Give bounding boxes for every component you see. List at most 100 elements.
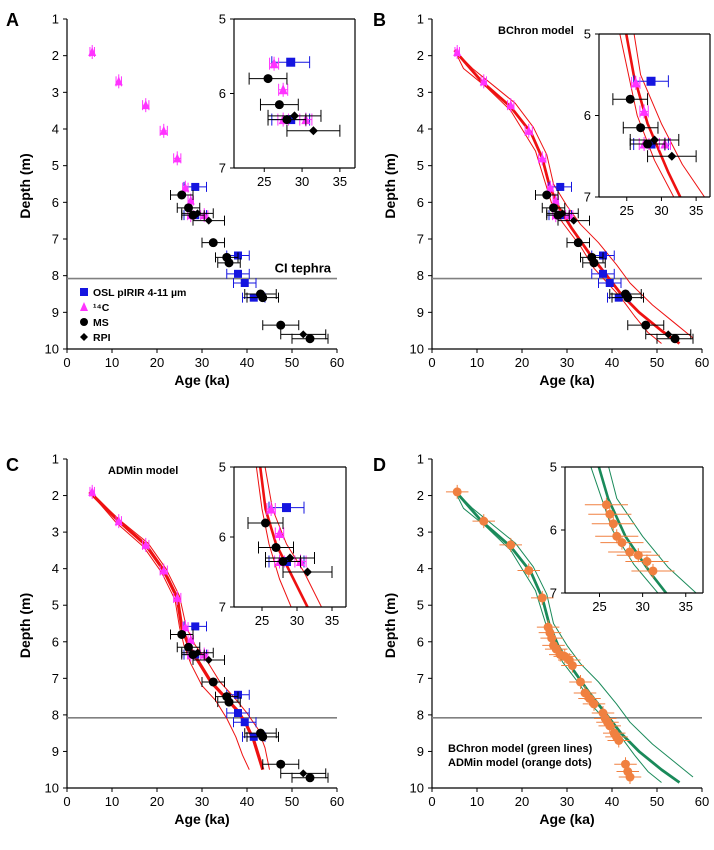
x-tick-label: 40 <box>605 355 619 370</box>
osl-point <box>599 269 607 278</box>
x-tick-label: 40 <box>605 794 619 809</box>
inset-background <box>234 19 355 168</box>
inset-model-lower-line <box>590 467 659 593</box>
panel-label: A <box>6 10 19 30</box>
x-tick-label: 50 <box>285 794 299 809</box>
inset-admin-point <box>648 566 658 576</box>
y-tick-label: 1 <box>52 452 59 467</box>
rpi-point <box>569 216 578 225</box>
x-tick-label: 35 <box>333 174 347 189</box>
x-tick-label: 60 <box>330 355 344 370</box>
model-upper-line <box>454 49 694 339</box>
admin-point <box>479 516 489 526</box>
x-tick-label: 25 <box>257 174 271 189</box>
y-tick-label: 3 <box>52 525 59 540</box>
legend-label: MS <box>93 317 109 329</box>
c14-point <box>551 195 560 205</box>
x-tick-label: 35 <box>325 613 339 628</box>
x-tick-label: 0 <box>63 794 70 809</box>
ms-point <box>224 258 234 268</box>
panel-c: C 0 10 20 30 40 50 60 1 2 3 4 5 6 7 8 9 10 Age (ka) Depth (… <box>6 452 347 827</box>
x-tick-label: 30 <box>295 174 309 189</box>
y-tick-label: 6 <box>219 530 226 545</box>
panel-d: D 0 10 20 30 40 50 60 1 2 3 4 5 6 7 8 9 10 Age (ka) Depth (… <box>373 452 709 828</box>
admin-point <box>452 487 462 497</box>
c14-point <box>88 486 97 496</box>
c14-point <box>141 539 150 549</box>
rpi-point <box>303 567 312 577</box>
y-tick-label: 6 <box>52 195 59 210</box>
tephra-label: CI tephra <box>275 261 332 276</box>
legend-label: OSL pIRIR 4-11 µm <box>93 287 186 299</box>
c14-point <box>269 58 279 69</box>
ms-point <box>625 94 635 104</box>
y-tick-label: 8 <box>52 707 59 722</box>
x-tick-label: 30 <box>195 355 209 370</box>
y-tick-label: 7 <box>52 671 59 686</box>
inset-background <box>234 467 346 607</box>
y-tick-label: 6 <box>584 108 591 123</box>
y-tick-label: 2 <box>417 48 424 63</box>
ms-point <box>636 123 646 133</box>
c14-point <box>181 182 190 192</box>
x-axis-label: Age (ka) <box>174 811 229 827</box>
rpi-point <box>193 648 202 657</box>
ms-point <box>263 74 273 84</box>
ms-point <box>80 318 88 326</box>
osl-point <box>646 76 656 86</box>
inset: 25 30 35 5 6 7 <box>550 460 704 614</box>
c14-point <box>181 622 190 632</box>
model-note: BChron model (green lines) <box>448 743 593 755</box>
model-median-line <box>453 49 681 345</box>
x-tick-label: 60 <box>695 355 709 370</box>
c14-point <box>453 47 462 56</box>
rpi-point <box>667 151 677 161</box>
model-note: ADMin model (orange dots) <box>448 757 592 769</box>
admin-point <box>576 677 585 687</box>
inset-model-median-line <box>624 34 682 197</box>
admin-point <box>524 565 534 575</box>
osl-point <box>191 622 200 631</box>
y-axis-label: Depth (m) <box>382 593 398 658</box>
x-tick-label: 0 <box>428 355 435 370</box>
osl-point <box>234 269 242 278</box>
y-tick-label: 5 <box>52 158 59 173</box>
ms-point <box>278 557 288 566</box>
ms-point <box>184 642 193 652</box>
ms-point <box>670 334 680 344</box>
x-tick-label: 10 <box>470 355 484 370</box>
c14-point <box>159 565 168 575</box>
ms-point <box>208 238 218 248</box>
osl-point <box>556 182 565 191</box>
c14-point <box>186 634 195 644</box>
x-tick-label: 20 <box>515 794 529 809</box>
legend-label: ¹⁴C <box>93 302 110 314</box>
x-tick-label: 30 <box>560 355 574 370</box>
x-tick-label: 0 <box>428 794 435 809</box>
ms-point <box>258 293 268 303</box>
y-tick-label: 7 <box>417 232 424 247</box>
ms-point <box>549 203 558 213</box>
inset-admin-point <box>612 531 622 541</box>
admin-point <box>605 721 615 731</box>
rpi-point <box>290 111 299 121</box>
osl-point <box>240 279 249 287</box>
ms-point <box>208 677 218 687</box>
inset-plot <box>612 34 706 197</box>
inset: 25 30 35 5 6 7 <box>219 460 347 628</box>
ms-point <box>643 139 653 149</box>
inset-model-upper-line <box>608 467 697 593</box>
y-tick-label: 3 <box>417 85 424 100</box>
y-tick-label: 5 <box>584 27 591 42</box>
ms-point <box>282 115 292 125</box>
c14-point <box>266 503 276 514</box>
x-tick-label: 30 <box>635 599 649 614</box>
ms-point <box>184 203 193 213</box>
ms-point <box>224 697 234 707</box>
ms-point <box>258 732 268 742</box>
ms-point <box>305 773 315 783</box>
x-tick-label: 20 <box>150 355 164 370</box>
y-tick-label: 5 <box>219 460 226 475</box>
admin-point <box>625 772 635 782</box>
x-tick-label: 0 <box>63 355 70 370</box>
